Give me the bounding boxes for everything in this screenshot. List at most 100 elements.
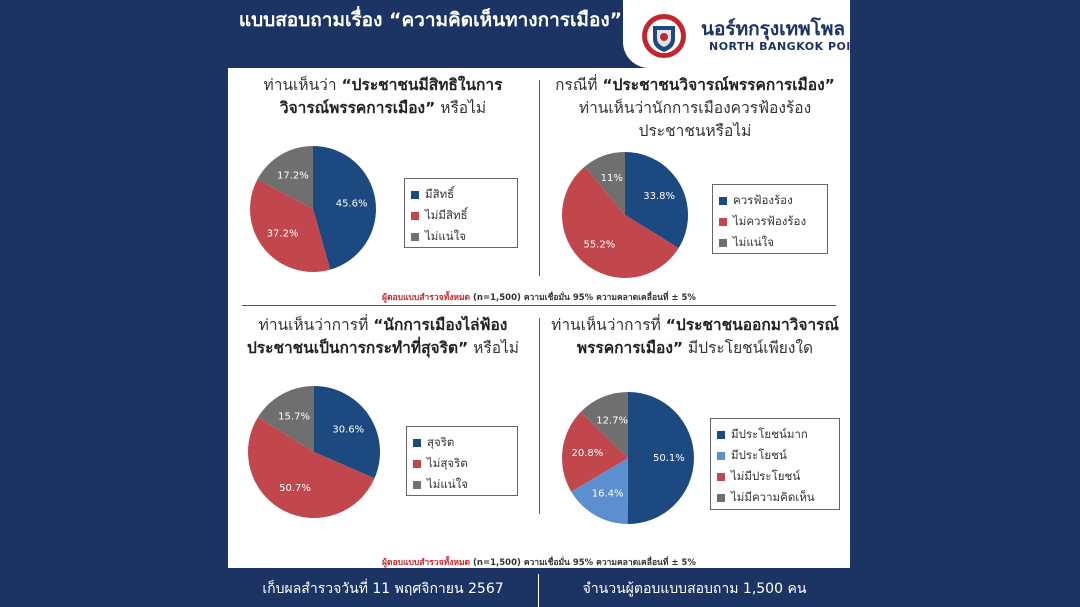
legend-swatch: [717, 430, 725, 439]
legend-item: ไม่แน่ใจ: [411, 226, 517, 247]
pie-slice-2: [250, 179, 331, 272]
survey-note-bottom-text: (n=1,500) ความเชื่อมั่น 95% ความคลาดเคลื…: [473, 558, 696, 568]
survey-note-bottom: ผู้ตอบแบบสำรวจทั้งหมด (n=1,500) ความเชื่…: [228, 555, 850, 569]
pie-slice-1: [625, 152, 688, 249]
pie-slice-3: [562, 411, 628, 492]
question-2-bold: “ประชาชนวิจารณ์พรรคการเมือง”: [602, 76, 835, 94]
panel-right-to-criticize: ท่านเห็นว่า “ประชาชนมีสิทธิในการวิจารณ์พ…: [228, 70, 538, 288]
footer-bar: เก็บผลสำรวจวันที่ 11 พฤศจิกายน 2567 จำนว…: [228, 568, 850, 607]
legend-item: ไม่แน่ใจ: [719, 232, 827, 253]
legend-label: ไม่แน่ใจ: [733, 234, 774, 249]
legend-item: ไม่มีประโยชน์: [717, 466, 839, 487]
question-3-bold: “นักการเมืองไล่ฟ้องประชาชนเป็นการกระทำที…: [246, 316, 508, 357]
legend-item: ไม่แน่ใจ: [413, 474, 517, 495]
question-4: ท่านเห็นว่าการที่ “ประชาชนออกมาวิจารณ์พร…: [540, 314, 850, 360]
horizontal-divider: [242, 305, 836, 306]
pie-slice-2: [248, 417, 375, 518]
question-3: ท่านเห็นว่าการที่ “นักการเมืองไล่ฟ้องประ…: [228, 314, 538, 360]
pie-data-label-2: 55.2%: [583, 239, 615, 250]
legend-swatch: [413, 480, 421, 489]
legend-item: มีประโยชน์: [717, 445, 839, 466]
pie-data-label-1: 30.6%: [332, 425, 364, 436]
pie-slice-3: [584, 152, 625, 215]
panel-usefulness: ท่านเห็นว่าการที่ “ประชาชนออกมาวิจารณ์พร…: [540, 308, 850, 550]
brand-box: นอร์ทกรุงเทพโพล NORTH BANGKOK POll: [623, 0, 850, 68]
question-1-suffix: หรือไม่: [435, 99, 487, 117]
legend-4: มีประโยชน์มากมีประโยชน์ไม่มีประโยชน์ไม่ม…: [710, 418, 840, 510]
pie-slice-2: [562, 166, 679, 278]
legend-swatch: [717, 493, 725, 502]
question-4-prefix: ท่านเห็นว่าการที่: [551, 316, 666, 334]
brand-name-thai: นอร์ทกรุงเทพโพล: [701, 18, 846, 40]
legend-swatch: [411, 211, 419, 220]
legend-swatch: [411, 232, 419, 241]
legend-item: มีประโยชน์มาก: [717, 424, 839, 445]
legend-label: มีประโยชน์: [731, 447, 787, 462]
legend-label: สุจริต: [427, 434, 455, 449]
legend-swatch: [717, 472, 725, 481]
survey-note-top: ผู้ตอบแบบสำรวจทั้งหมด (n=1,500) ความเชื่…: [228, 290, 850, 304]
panel-honest-act: ท่านเห็นว่าการที่ “นักการเมืองไล่ฟ้องประ…: [228, 308, 538, 550]
pie-chart-4: 50.1% 16.4% 20.8% 12.7%: [562, 392, 694, 524]
legend-swatch: [719, 196, 727, 205]
question-4-bold: “ประชาชนออกมาวิจารณ์พรรคการเมือง”: [576, 316, 839, 357]
legend-item: ไม่มีความคิดเห็น: [717, 487, 839, 508]
pie-slice-1: [313, 146, 377, 270]
question-3-suffix: หรือไม่: [468, 339, 520, 357]
question-1-prefix: ท่านเห็นว่า: [263, 76, 342, 94]
survey-note-top-red: ผู้ตอบแบบสำรวจทั้งหมด: [382, 293, 471, 303]
legend-swatch: [719, 217, 727, 226]
legend-label: ไม่สุจริต: [427, 455, 468, 470]
question-2-prefix: กรณีที่: [555, 76, 603, 94]
footer-divider: [538, 574, 539, 607]
pie-chart-1: 45.6% 37.2% 17.2%: [250, 146, 377, 272]
question-3-prefix: ท่านเห็นว่าการที่: [258, 316, 374, 334]
question-4-suffix: มีประโยชน์เพียงใด: [683, 339, 814, 357]
legend-item: ไม่ควรฟ้องร้อง: [719, 211, 827, 232]
pie-data-label-3: 17.2%: [277, 171, 309, 182]
brand-name-english: NORTH BANGKOK POll: [709, 40, 850, 53]
pie-data-label-1: 50.1%: [653, 453, 685, 464]
legend-swatch: [413, 459, 421, 468]
legend-3: สุจริตไม่สุจริตไม่แน่ใจ: [406, 426, 518, 496]
page-title: แบบสอบถามเรื่อง “ความคิดเห็นทางการเมือง”: [238, 9, 623, 31]
pie-slice-1: [627, 392, 694, 524]
pie-chart-2: 33.8% 55.2% 11%: [562, 152, 688, 278]
pie-chart-3: 30.6% 50.7% 15.7%: [248, 386, 380, 518]
respondent-count: จำนวนผู้ตอบแบบสอบถาม 1,500 คน: [582, 581, 807, 597]
pie-data-label-3: 20.8%: [571, 448, 603, 459]
pie-data-label-1: 45.6%: [336, 199, 368, 210]
legend-label: ไม่มีสิทธิ์: [425, 207, 468, 222]
pie-data-label-2: 16.4%: [592, 488, 624, 499]
question-1: ท่านเห็นว่า “ประชาชนมีสิทธิในการวิจารณ์พ…: [228, 74, 538, 120]
question-2-suffix: ท่านเห็นว่านักการเมืองควรฟ้องร้องประชาชน…: [578, 99, 812, 140]
legend-label: ไม่มีประโยชน์: [731, 468, 801, 483]
legend-label: ไม่มีความคิดเห็น: [731, 489, 815, 504]
legend-item: ควรฟ้องร้อง: [719, 190, 827, 211]
survey-date: เก็บผลสำรวจวันที่ 11 พฤศจิกายน 2567: [262, 581, 504, 597]
legend-item: สุจริต: [413, 432, 517, 453]
legend-swatch: [411, 190, 419, 199]
legend-1: มีสิทธิ์ไม่มีสิทธิ์ไม่แน่ใจ: [404, 178, 518, 248]
legend-2: ควรฟ้องร้องไม่ควรฟ้องร้องไม่แน่ใจ: [712, 184, 828, 254]
legend-label: ควรฟ้องร้อง: [733, 192, 793, 207]
pie-data-label-3: 11%: [601, 173, 623, 184]
question-1-bold: “ประชาชนมีสิทธิในการวิจารณ์พรรคการเมือง”: [279, 76, 503, 117]
question-2: กรณีที่ “ประชาชนวิจารณ์พรรคการเมือง” ท่า…: [540, 74, 850, 143]
legend-swatch: [719, 238, 727, 247]
legend-label: ไม่แน่ใจ: [427, 476, 468, 491]
legend-label: มีสิทธิ์: [425, 186, 455, 201]
legend-item: มีสิทธิ์: [411, 184, 517, 205]
legend-item: ไม่สุจริต: [413, 453, 517, 474]
header-bar: แบบสอบถามเรื่อง “ความคิดเห็นทางการเมือง”…: [228, 0, 850, 68]
vertical-divider-top: [539, 80, 540, 276]
legend-label: ไม่ควรฟ้องร้อง: [733, 213, 807, 228]
pie-data-label-2: 50.7%: [279, 483, 311, 494]
pie-slice-4: [580, 392, 628, 458]
north-bangkok-poll-logo-icon: [642, 14, 686, 58]
pie-slice-2: [571, 458, 628, 524]
legend-item: ไม่มีสิทธิ์: [411, 205, 517, 226]
legend-swatch: [413, 438, 421, 447]
pie-data-label-1: 33.8%: [643, 191, 675, 202]
survey-note-top-text: (n=1,500) ความเชื่อมั่น 95% ความคลาดเคลื…: [473, 293, 696, 303]
